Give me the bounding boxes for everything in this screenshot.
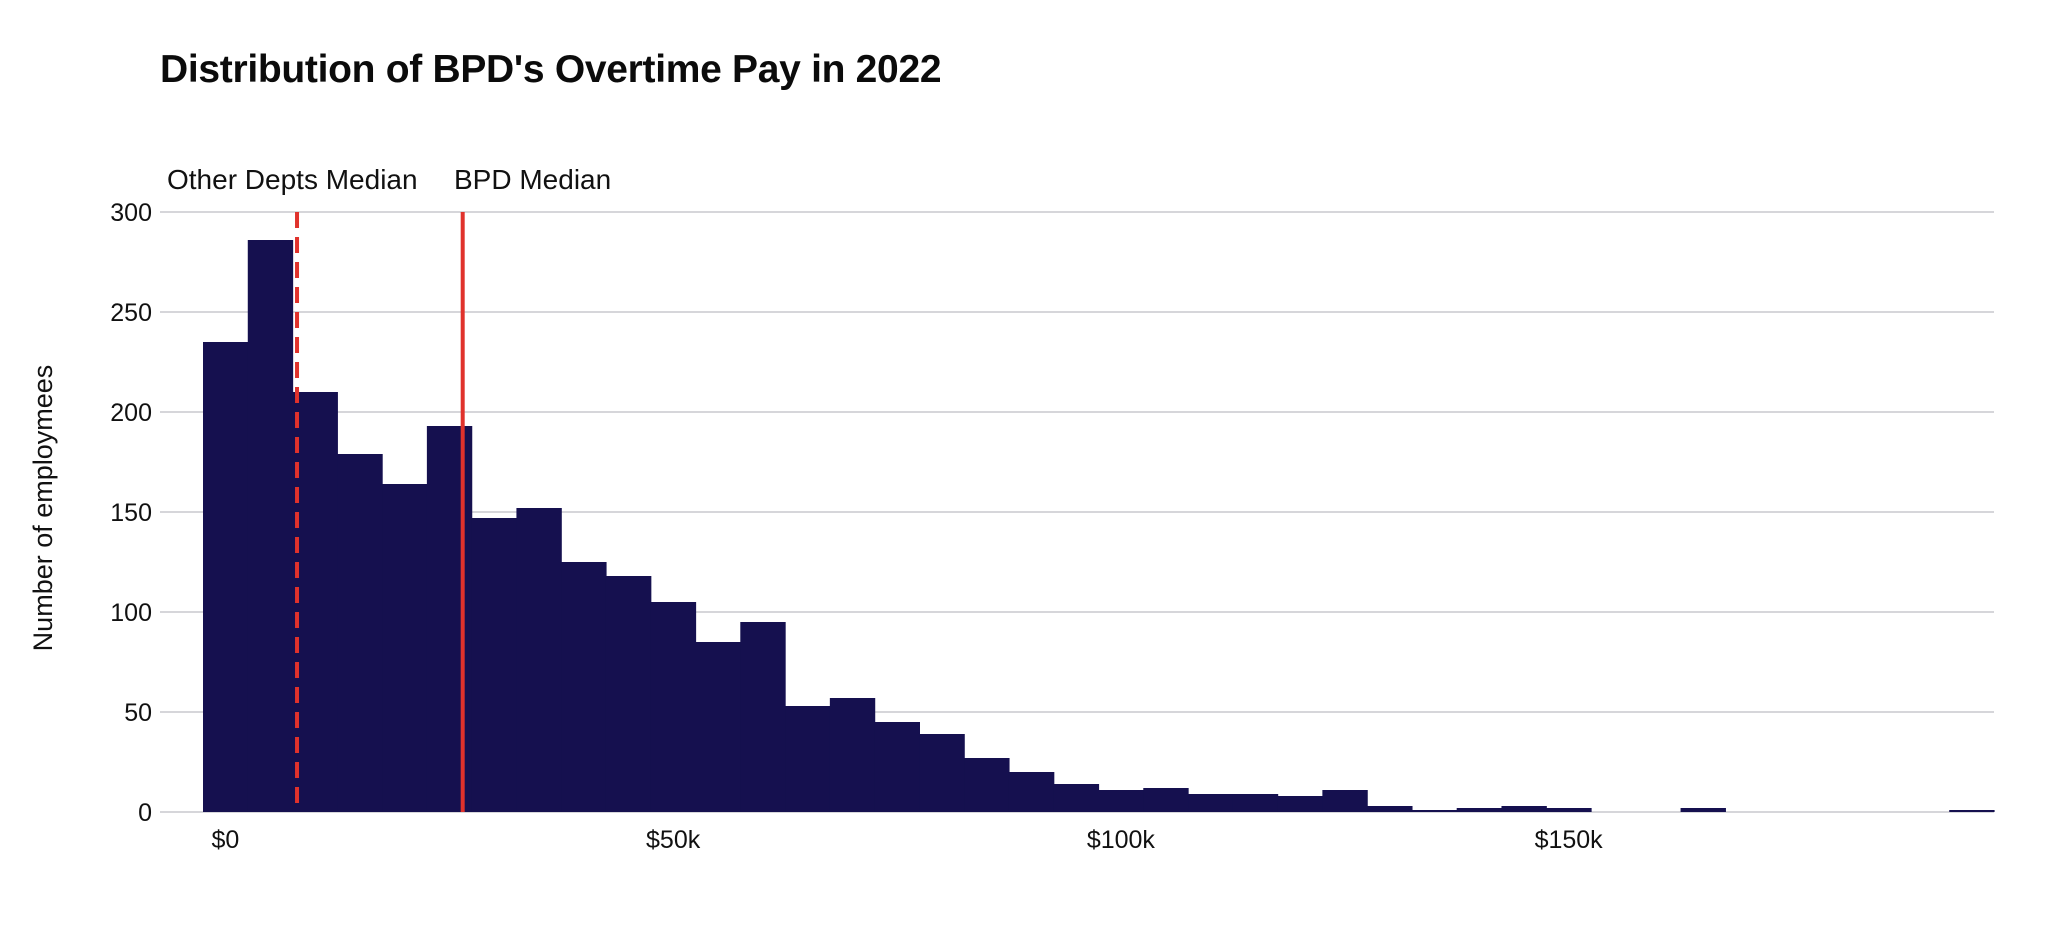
histogram-bar [740, 622, 786, 812]
histogram-bar [964, 758, 1010, 812]
histogram-bar [247, 240, 294, 812]
histogram-bar [919, 734, 965, 812]
histogram-bar [695, 642, 741, 812]
histogram-bar [203, 342, 249, 812]
x-tick-label: $50k [646, 826, 701, 854]
histogram-bar [516, 508, 562, 812]
histogram-bar [337, 454, 383, 812]
y-tick-label: 0 [138, 799, 152, 827]
histogram-bar [1411, 810, 1458, 812]
histogram-bar [1188, 794, 1234, 812]
histogram-bar [1501, 806, 1547, 812]
histogram-bar [874, 722, 920, 812]
histogram-bar [650, 602, 697, 812]
histogram-bar [605, 576, 652, 812]
histogram-bar [561, 562, 607, 812]
x-tick-label: $0 [211, 826, 239, 854]
y-axis-ticks: 0 50 100 150 200 250 300 [110, 199, 152, 827]
histogram-bar [1322, 790, 1368, 812]
histogram-bar [1098, 790, 1144, 812]
histogram-bar [382, 484, 428, 812]
histogram-bar [1949, 810, 1995, 812]
chart-title: Distribution of BPD's Overtime Pay in 20… [160, 48, 942, 91]
histogram-bars [203, 240, 1995, 812]
histogram-bar [1008, 772, 1055, 812]
histogram-bar [292, 392, 338, 812]
histogram-bar [785, 706, 831, 812]
other-depts-median-label: Other Depts Median [167, 164, 418, 195]
histogram-bar [829, 698, 876, 812]
y-axis-title: Number of employmees [28, 365, 58, 652]
histogram-bar [1277, 796, 1323, 812]
histogram-bar [426, 426, 473, 812]
bpd-median-label: BPD Median [454, 164, 611, 195]
x-axis-ticks: $0 $50k $100k $150k [211, 826, 1603, 854]
y-tick-label: 300 [110, 199, 152, 227]
y-tick-label: 200 [110, 399, 152, 427]
y-tick-label: 150 [110, 499, 152, 527]
y-tick-label: 100 [110, 599, 152, 627]
histogram-bar [1546, 808, 1592, 812]
y-tick-label: 250 [110, 299, 152, 327]
y-tick-label: 50 [124, 699, 152, 727]
x-tick-label: $100k [1087, 826, 1156, 854]
histogram-bar [1143, 788, 1189, 812]
histogram-bar [1456, 808, 1503, 812]
histogram-bar [471, 518, 518, 812]
histogram-bar [1232, 794, 1279, 812]
histogram-bar [1367, 806, 1413, 812]
median-annotations: Other Depts Median BPD Median [167, 164, 611, 812]
x-tick-label: $150k [1535, 826, 1604, 854]
histogram-bar [1053, 784, 1100, 812]
histogram-bar [1680, 808, 1726, 812]
